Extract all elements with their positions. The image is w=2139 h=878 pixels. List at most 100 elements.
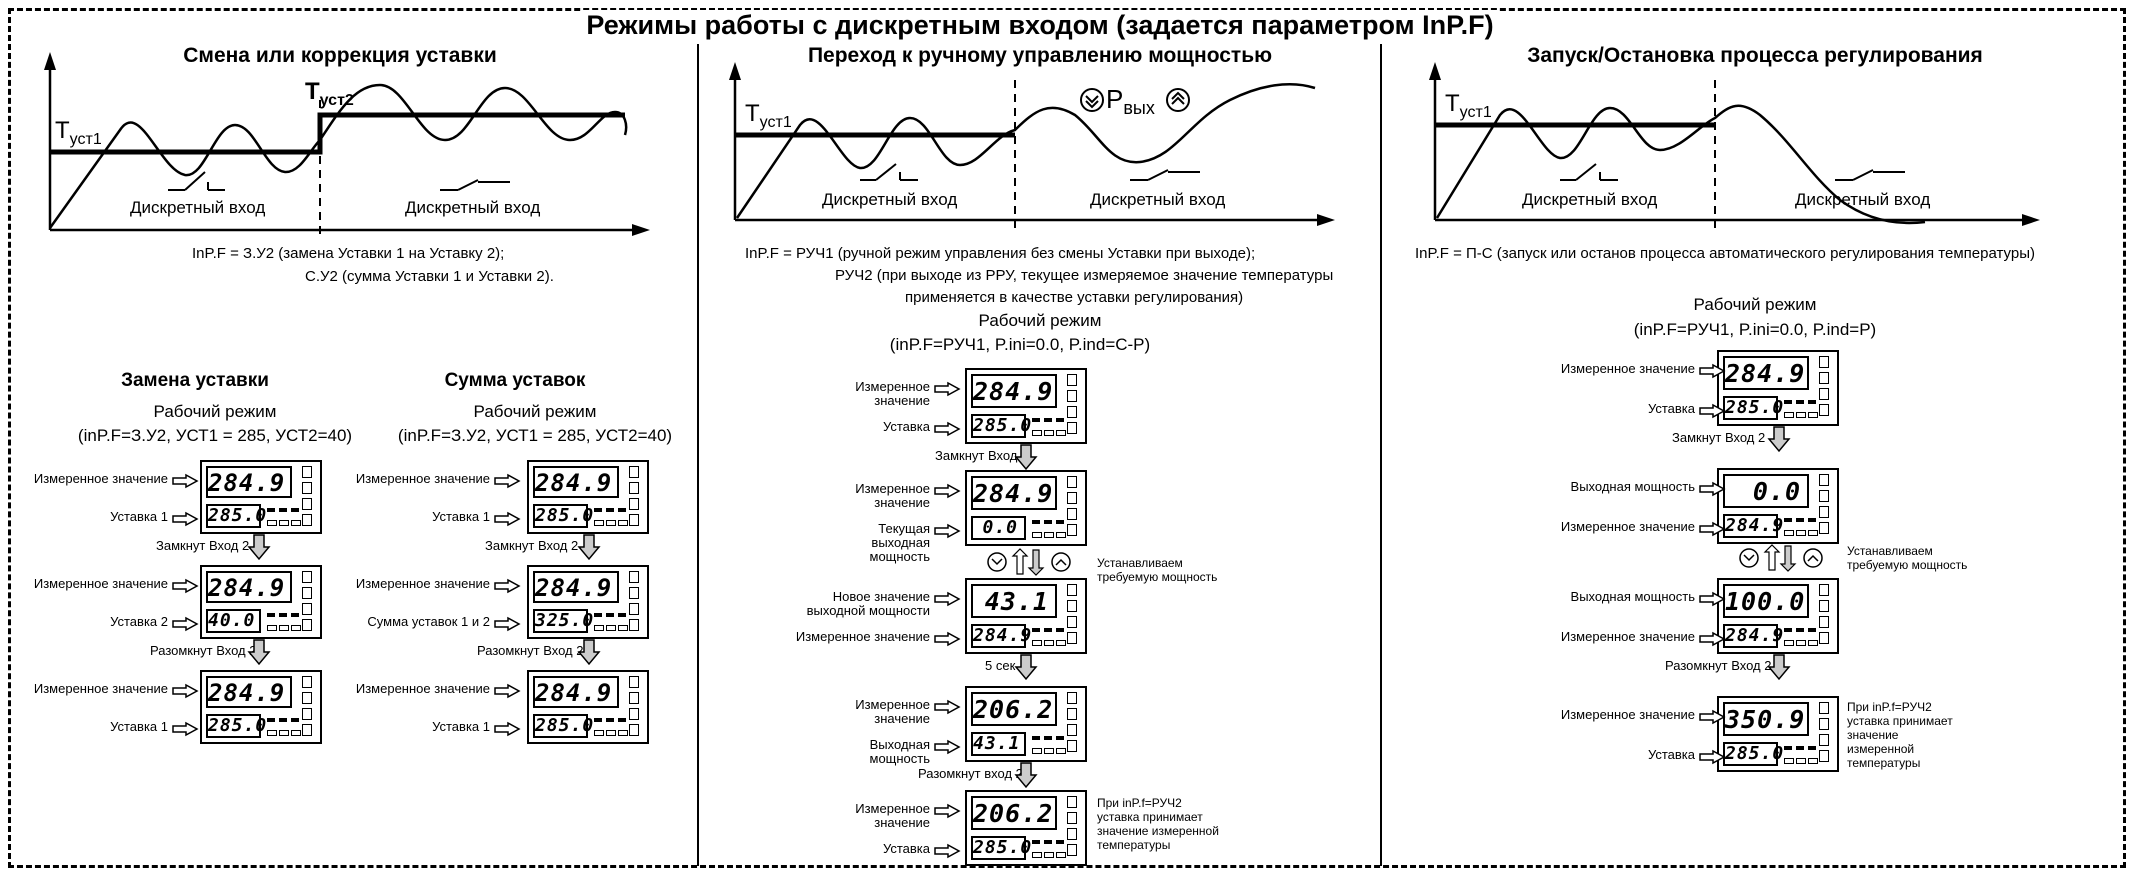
device-button[interactable] xyxy=(1819,616,1829,628)
panel2-caption-3: применяется в качестве уставки регулиров… xyxy=(905,289,1244,306)
device-button[interactable] xyxy=(1819,356,1829,368)
display-bottom: 285.0 xyxy=(971,414,1033,438)
device-button[interactable] xyxy=(1067,584,1077,596)
device-button[interactable] xyxy=(1819,702,1829,714)
device-button[interactable] xyxy=(629,482,639,494)
p3-ruch2-note: При inP.f=РУЧ2 уставка принимает значени… xyxy=(1847,700,1953,770)
display-bottom: 0.0 xyxy=(971,516,1026,540)
device-button[interactable] xyxy=(302,692,312,704)
device-button[interactable] xyxy=(629,676,639,688)
transition-arrow-icon xyxy=(1767,426,1791,453)
device-button[interactable] xyxy=(1067,492,1077,504)
device-button[interactable] xyxy=(1067,828,1077,840)
device-button[interactable] xyxy=(1067,844,1077,856)
device-button[interactable] xyxy=(302,498,312,510)
indicator-led-icon xyxy=(618,730,628,736)
device-button[interactable] xyxy=(1067,632,1077,644)
transition-label: Замкнут Вход 2 xyxy=(485,538,579,553)
device-button[interactable] xyxy=(629,603,639,615)
device-button[interactable] xyxy=(1819,474,1829,486)
device-button[interactable] xyxy=(1819,372,1829,384)
device-button[interactable] xyxy=(1819,600,1829,612)
device-button[interactable] xyxy=(629,571,639,583)
device-button[interactable] xyxy=(1819,490,1829,502)
indicator-led-icon xyxy=(1056,418,1064,422)
device-button[interactable] xyxy=(1819,388,1829,400)
panel1-input-right: Дискретный вход xyxy=(405,198,541,217)
device-button[interactable] xyxy=(1819,506,1829,518)
replace-mode: Рабочий режим xyxy=(153,402,277,421)
device-button[interactable] xyxy=(302,571,312,583)
indicator-led-icon xyxy=(291,730,301,736)
pointer-arrow-icon xyxy=(934,631,961,647)
device-button[interactable] xyxy=(1067,616,1077,628)
device-button[interactable] xyxy=(629,619,639,631)
device-button[interactable] xyxy=(1067,476,1077,488)
device-button[interactable] xyxy=(1067,740,1077,752)
device-button[interactable] xyxy=(1067,692,1077,704)
indicator-led-icon xyxy=(1808,412,1818,418)
device-button[interactable] xyxy=(1067,524,1077,536)
label-bottom: Уставка 1 xyxy=(110,719,168,734)
device-button[interactable] xyxy=(1067,422,1077,434)
pointer-arrow-icon xyxy=(172,578,199,594)
indicator-led-icon xyxy=(594,520,604,526)
indicator-led-icon xyxy=(1032,852,1042,858)
device-button[interactable] xyxy=(629,708,639,720)
pointer-arrow-icon xyxy=(1699,709,1726,725)
device-button[interactable] xyxy=(302,466,312,478)
label-top: Измеренное значение xyxy=(1560,707,1695,722)
indicator-led-icon xyxy=(1796,628,1804,632)
device-button[interactable] xyxy=(1067,406,1077,418)
device-button[interactable] xyxy=(1819,718,1829,730)
device-button[interactable] xyxy=(1067,600,1077,612)
pointer-arrow-icon xyxy=(1699,591,1726,607)
device-button[interactable] xyxy=(1819,750,1829,762)
device-button[interactable] xyxy=(302,482,312,494)
device-button[interactable] xyxy=(302,619,312,631)
device-button[interactable] xyxy=(1819,584,1829,596)
device-button[interactable] xyxy=(1067,374,1077,386)
device-button[interactable] xyxy=(1067,508,1077,520)
device-button[interactable] xyxy=(1819,632,1829,644)
device-button[interactable] xyxy=(302,587,312,599)
display-top: 284.9 xyxy=(206,676,292,708)
label-bottom: Измеренное значение xyxy=(795,629,930,644)
indicator-led-icon xyxy=(1056,628,1064,632)
sum-heading: Сумма уставок xyxy=(444,370,586,391)
panel3-mode: Рабочий режим xyxy=(1693,295,1817,314)
transition-arrow-icon xyxy=(1767,654,1791,681)
device-button[interactable] xyxy=(1067,724,1077,736)
display-top: 350.9 xyxy=(1723,702,1809,736)
device-button[interactable] xyxy=(629,724,639,736)
panel1-tust2-label: Туст2 xyxy=(305,78,354,109)
transition-label: Замкнут Вход 2 xyxy=(1672,430,1766,445)
device-button[interactable] xyxy=(1067,390,1077,402)
display-top: 284.9 xyxy=(533,676,619,708)
device-button[interactable] xyxy=(1067,796,1077,808)
device-button[interactable] xyxy=(1067,708,1077,720)
device-button[interactable] xyxy=(302,724,312,736)
device-button[interactable] xyxy=(629,498,639,510)
label-top: Измеренное значение xyxy=(855,481,930,510)
indicator-led-icon xyxy=(279,508,287,512)
device-button[interactable] xyxy=(302,708,312,720)
pointer-arrow-icon xyxy=(172,511,199,527)
device-button[interactable] xyxy=(302,676,312,688)
device-button[interactable] xyxy=(1819,734,1829,746)
device-button[interactable] xyxy=(629,466,639,478)
device-button[interactable] xyxy=(629,692,639,704)
device-button[interactable] xyxy=(302,514,312,526)
device-button[interactable] xyxy=(1067,812,1077,824)
indicator-led-icon xyxy=(618,625,628,631)
panel1-caption-2: С.У2 (сумма Уставки 1 и Уставки 2). xyxy=(305,268,554,285)
indicator-led-icon xyxy=(606,730,616,736)
device-button[interactable] xyxy=(1819,404,1829,416)
device-button[interactable] xyxy=(629,514,639,526)
device-button[interactable] xyxy=(302,603,312,615)
device-button[interactable] xyxy=(1819,522,1829,534)
replace-heading: Замена уставки xyxy=(121,370,269,391)
device-button[interactable] xyxy=(629,587,639,599)
indicator-led-icon xyxy=(1044,532,1054,538)
